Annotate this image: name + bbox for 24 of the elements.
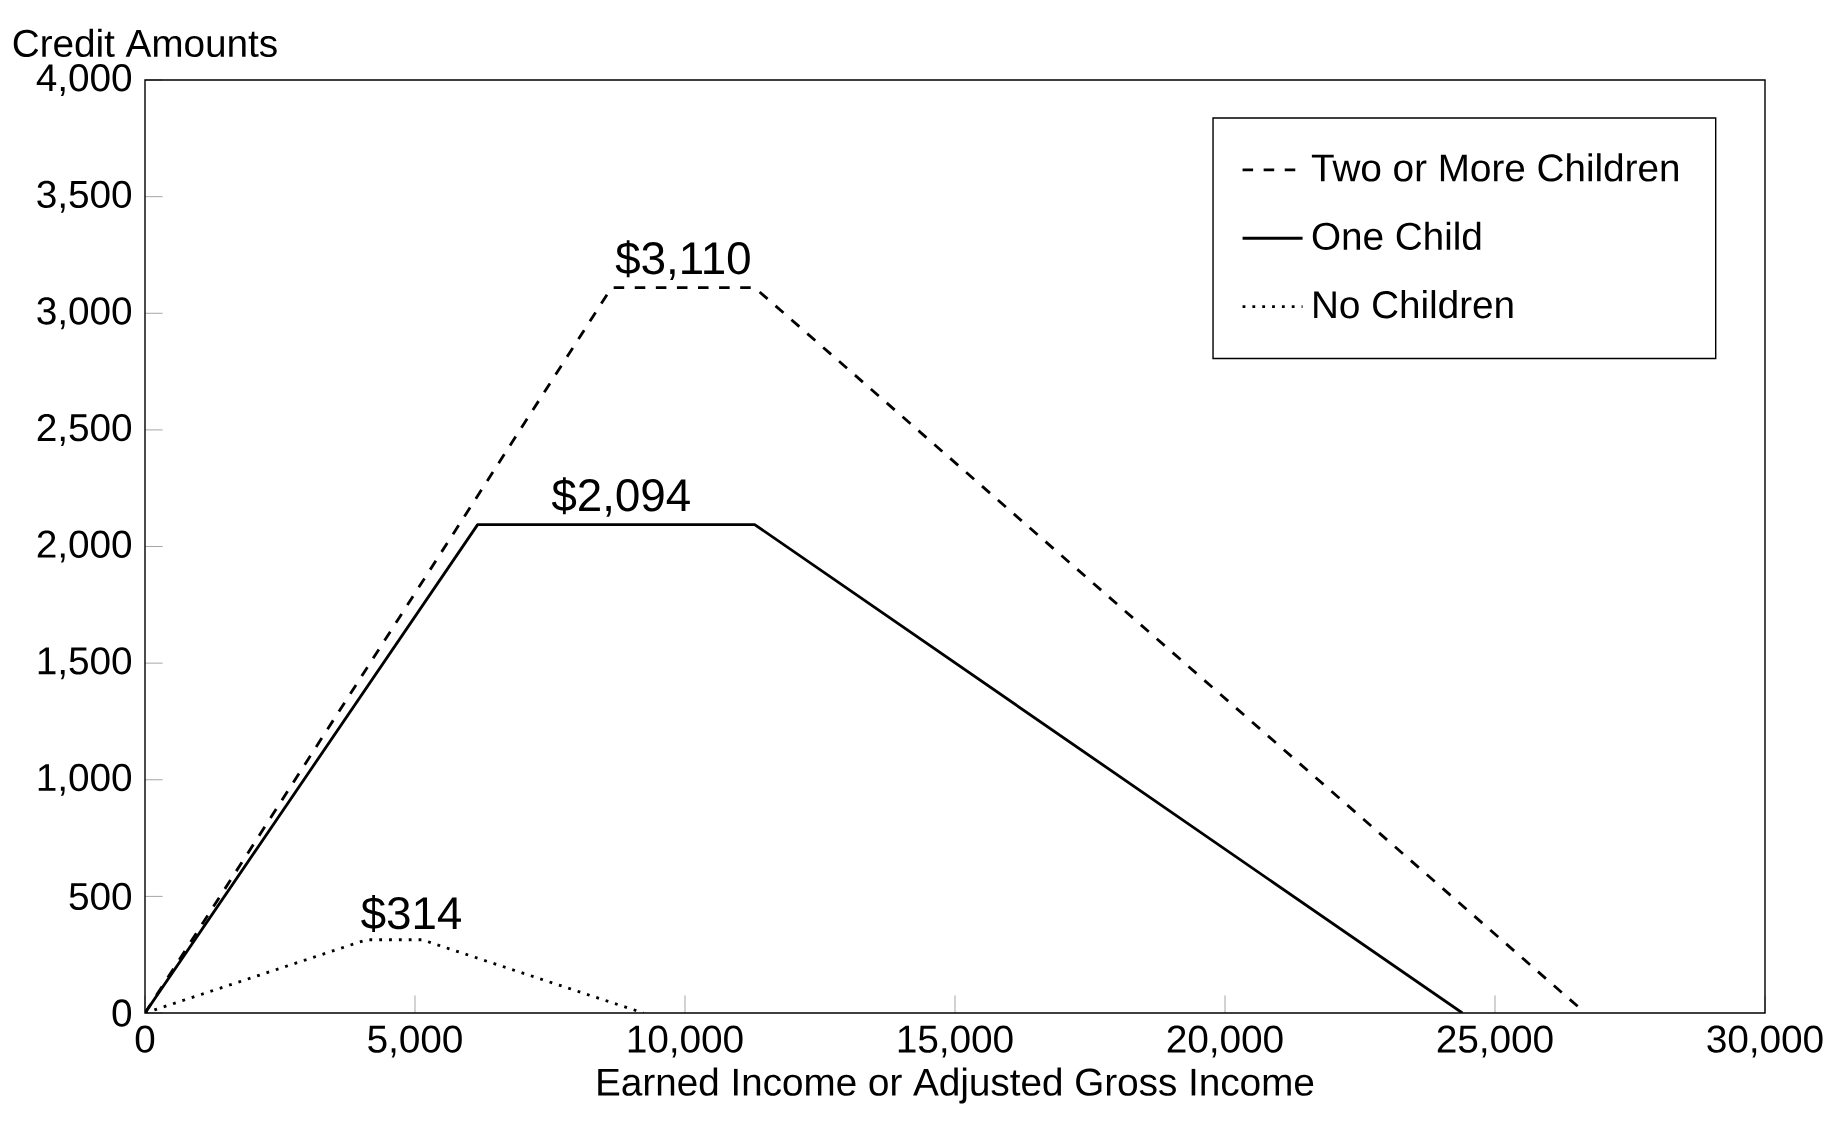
y-tick-label: 4,000: [36, 64, 132, 97]
y-tick-label: 0: [112, 999, 132, 1027]
y-tick-label: 2,000: [37, 530, 132, 563]
x-tick-label: 0: [135, 1025, 155, 1053]
annotation: $314: [361, 895, 461, 933]
legend-label: No Children: [1314, 290, 1513, 319]
x-tick-label: 15,000: [898, 1025, 1013, 1058]
legend-label: One Child: [1312, 221, 1481, 251]
x-tick-label: 20,000: [1167, 1025, 1283, 1058]
y-tick-label: 500: [69, 882, 132, 911]
annotation: $3,110: [615, 240, 750, 280]
x-tick-label: 30,000: [1707, 1025, 1823, 1058]
x-tick-label: 10,000: [628, 1025, 743, 1058]
x-axis-title: Earned Income or Adjusted Gross Income: [598, 1067, 1314, 1104]
y-tick-label: 1,500: [38, 647, 132, 680]
x-tick-label: 25,000: [1437, 1025, 1553, 1058]
x-tick-label: 5,000: [368, 1025, 462, 1058]
annotation: $2,094: [551, 477, 690, 517]
legend-label: Two or More Children: [1311, 153, 1678, 182]
y-axis-title: Credit Amounts: [13, 28, 277, 58]
y-tick-label: 1,000: [38, 763, 132, 796]
y-tick-label: 2,500: [37, 413, 132, 446]
y-tick-label: 3,000: [37, 297, 132, 330]
y-tick-label: 3,500: [37, 180, 132, 213]
